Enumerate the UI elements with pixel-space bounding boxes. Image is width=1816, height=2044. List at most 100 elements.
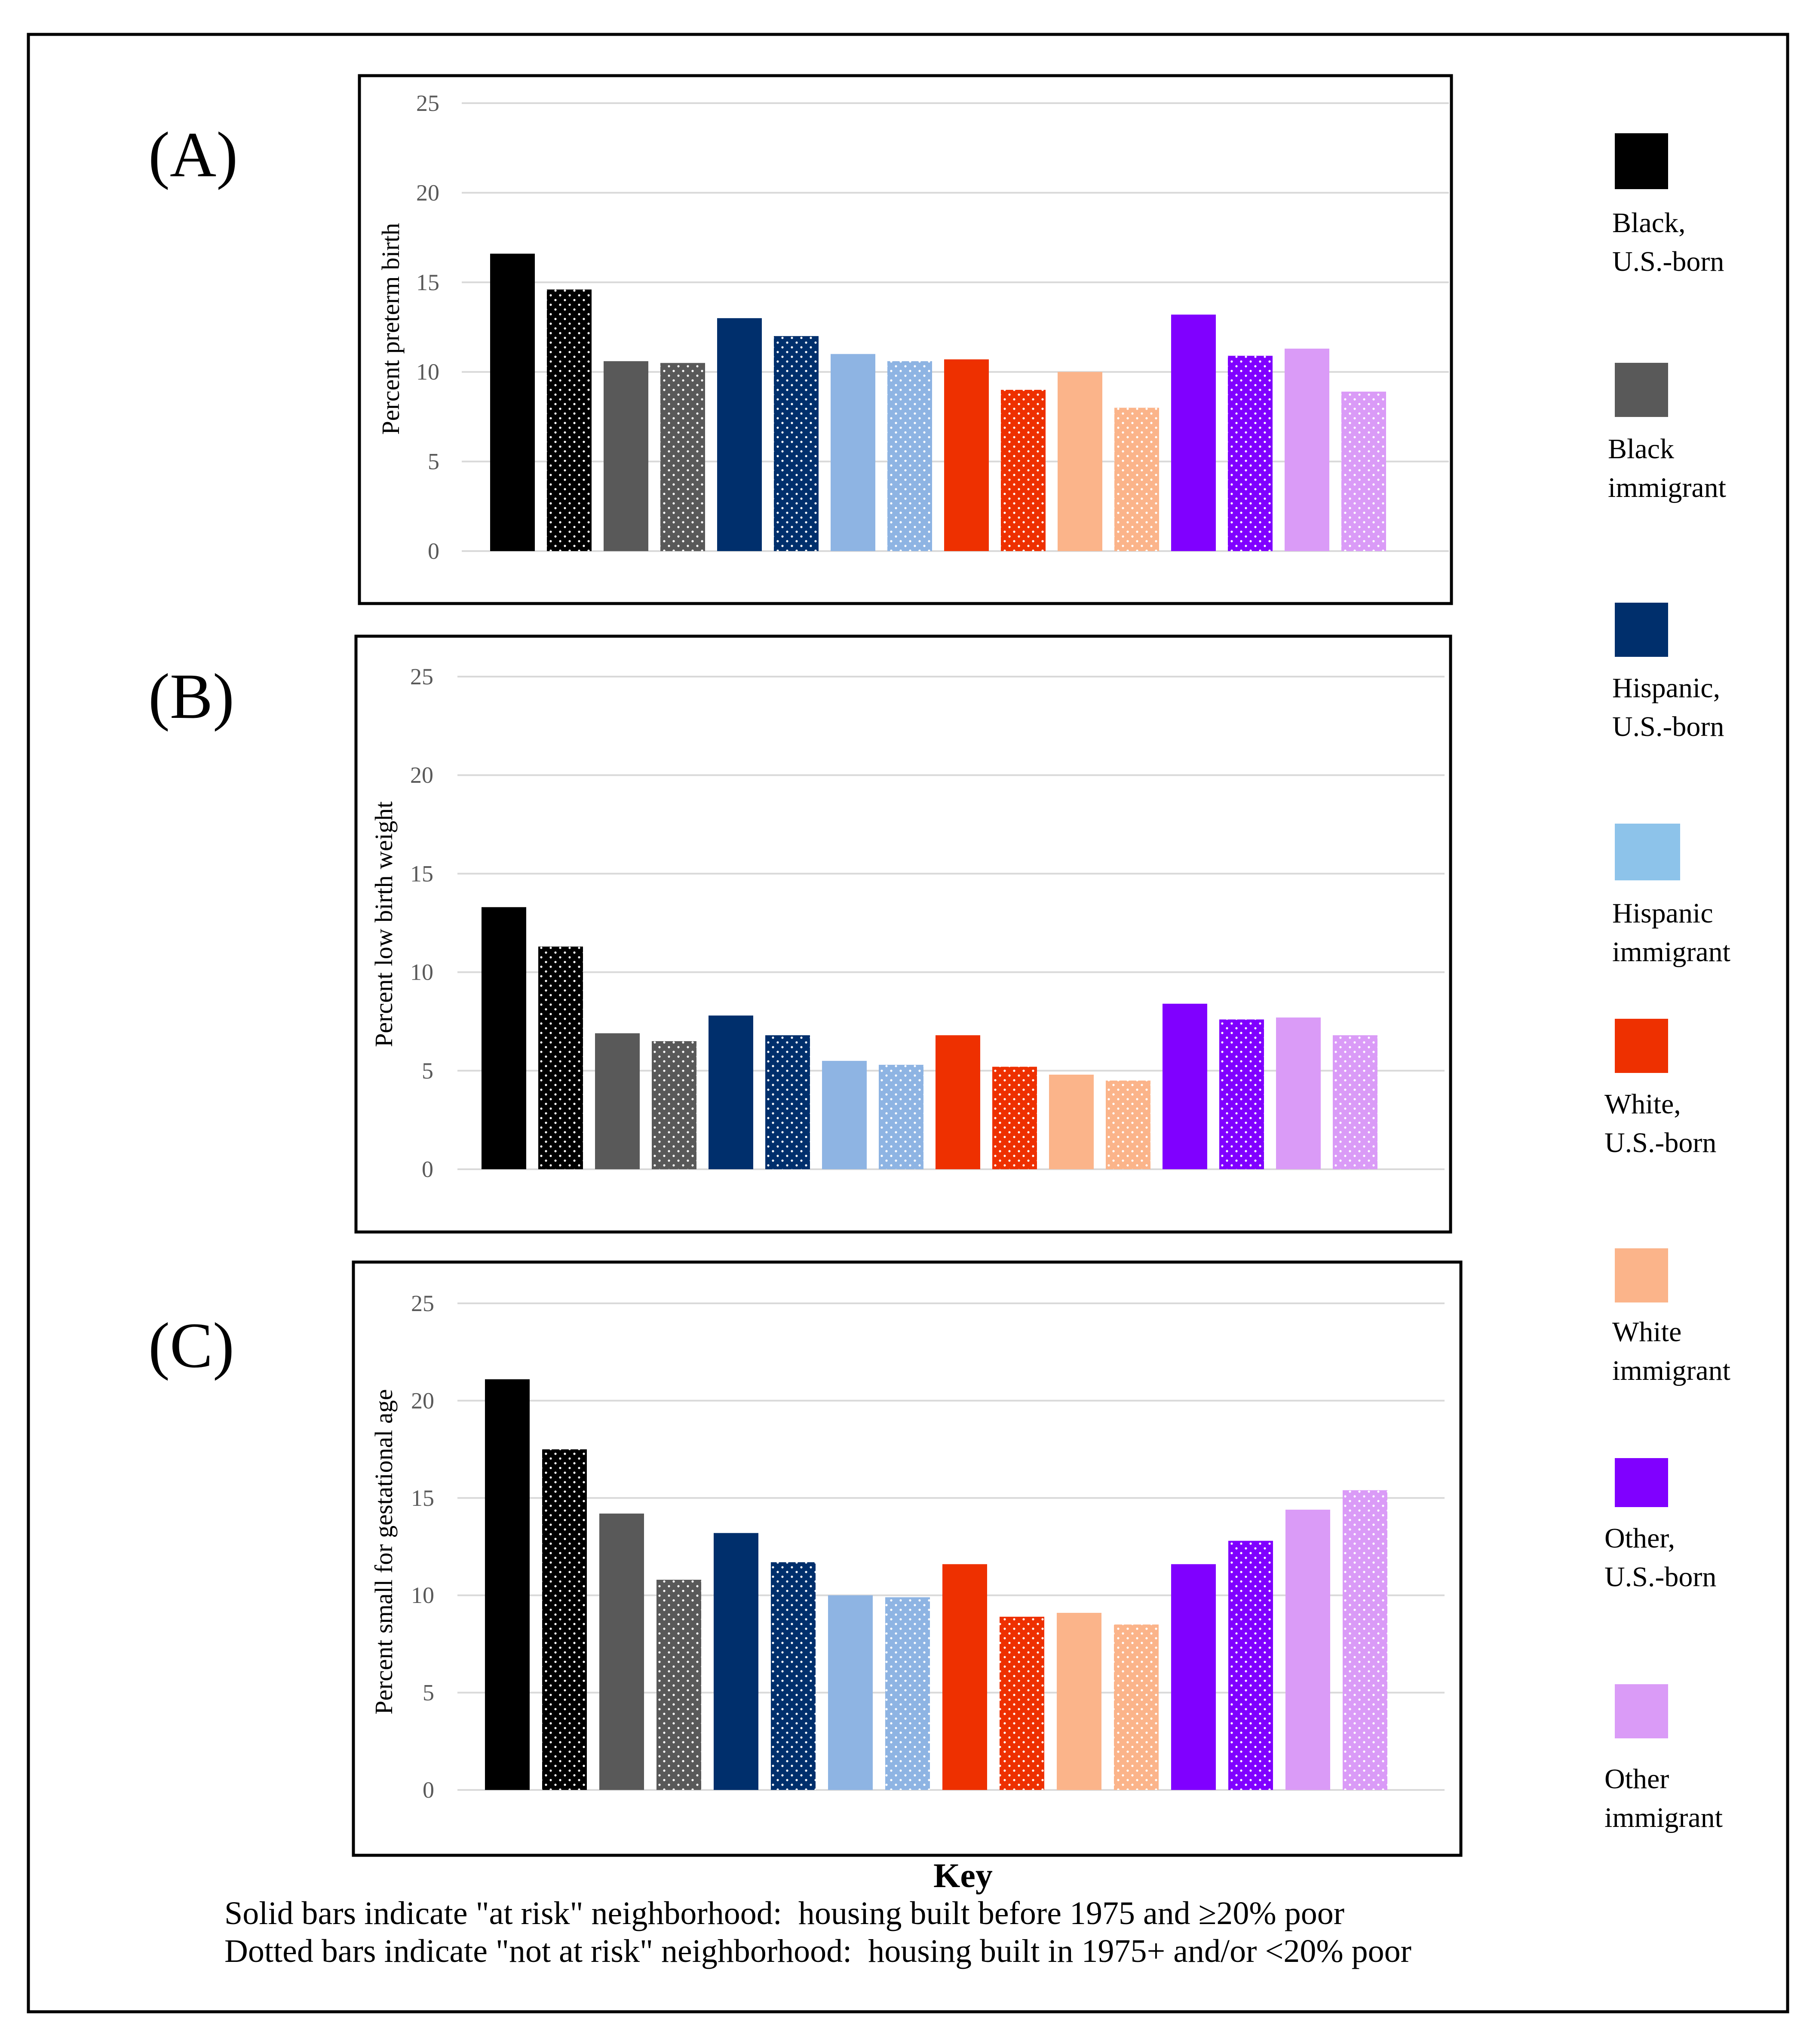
legend-swatch-black-us-born	[1615, 133, 1668, 189]
panel-c-bar	[1228, 1541, 1273, 1790]
panel-c-bar	[656, 1579, 701, 1790]
key-title: Key	[933, 1857, 993, 1895]
panel-a-ytick-label: 5	[428, 449, 439, 475]
panel-b-ytick-label: 20	[410, 762, 433, 788]
key-dotted-description: Dotted bars indicate "not at risk" neigh…	[224, 1933, 1411, 1969]
panel-c-ytick-label: 25	[411, 1290, 434, 1316]
legend-label-white-immigrant-line1: White	[1612, 1316, 1681, 1348]
panel-a-bar	[490, 254, 535, 551]
panel-a-bar	[1001, 389, 1046, 551]
panel-c-bar	[885, 1597, 930, 1790]
legend-label-other-us-born-line1: Other,	[1604, 1523, 1675, 1554]
panel-a-bar	[604, 361, 648, 551]
key-solid-description: Solid bars indicate "at risk" neighborho…	[224, 1895, 1344, 1931]
panel-b-ytick-label: 15	[410, 861, 433, 886]
panel-a-bar	[1341, 392, 1386, 551]
panel-b-ytick-label: 25	[410, 664, 433, 690]
panel-c-bar	[1285, 1509, 1330, 1790]
panel-c-ytick-label: 5	[423, 1680, 434, 1706]
panel-b-ytick-label: 5	[422, 1058, 433, 1084]
panel-b-bar	[1163, 1003, 1207, 1169]
panel-a-ytick-label: 15	[416, 270, 439, 295]
panel-a-ytick-label: 25	[416, 90, 439, 116]
panel-b-bar	[765, 1035, 810, 1169]
panel-a-label: (A)	[148, 119, 238, 190]
legend-swatch-other-immigrant	[1615, 1684, 1668, 1738]
panel-a-bar	[547, 289, 592, 551]
panel-c-bar	[1114, 1624, 1159, 1790]
legend: Black, U.S.-born Black immigrant Hispani…	[1604, 133, 1730, 1833]
panel-b-label: (B)	[148, 661, 234, 732]
panel-b-bar	[1276, 1017, 1321, 1169]
legend-label-hispanic-immigrant-line2: immigrant	[1612, 936, 1730, 968]
panel-c-bar	[714, 1533, 758, 1790]
panel-b-bar	[936, 1035, 980, 1169]
panel-b-bar	[709, 1015, 753, 1169]
legend-label-white-immigrant-line2: immigrant	[1612, 1355, 1730, 1386]
panel-c-ytick-label: 20	[411, 1388, 434, 1413]
legend-swatch-hispanic-us-born	[1615, 603, 1668, 657]
panel-c-bar	[1171, 1564, 1216, 1790]
panel-c-bar	[942, 1564, 987, 1790]
panel-b-ytick-label: 10	[410, 959, 433, 985]
panel-c-bar	[1000, 1617, 1044, 1790]
legend-label-black-us-born-line1: Black,	[1612, 207, 1685, 239]
panel-a-bar	[1058, 372, 1102, 551]
panel-a-ytick-label: 20	[416, 180, 439, 205]
panel-c-bar	[828, 1595, 873, 1790]
panel-a-ylabel: Percent preterm birth	[377, 223, 405, 435]
panel-c-bar	[485, 1379, 530, 1790]
panel-a-bar	[1285, 349, 1329, 551]
panel-b-bar	[1106, 1080, 1150, 1169]
panel-c-bar	[1343, 1490, 1387, 1790]
legend-swatch-black-immigrant	[1615, 363, 1668, 417]
panel-b-bar	[482, 907, 526, 1169]
legend-label-black-us-born-line2: U.S.-born	[1612, 246, 1724, 277]
panel-b-bar	[538, 947, 583, 1169]
panel-b-bar	[1333, 1035, 1377, 1169]
panel-b-bar	[879, 1065, 923, 1169]
panel-a-ytick-label: 10	[416, 359, 439, 385]
panel-a-bar	[660, 363, 705, 551]
panel-a-bar	[774, 336, 819, 551]
legend-label-hispanic-immigrant-line1: Hispanic	[1612, 898, 1713, 929]
legend-label-other-us-born-line2: U.S.-born	[1604, 1561, 1716, 1593]
legend-label-black-immigrant-line1: Black	[1608, 433, 1674, 465]
panel-b-bar	[992, 1066, 1037, 1169]
legend-swatch-white-immigrant	[1615, 1248, 1668, 1302]
panel-b-ylabel: Percent low birth weight	[370, 801, 398, 1047]
panel-c-bar	[599, 1514, 644, 1790]
panel-c-bar	[542, 1449, 587, 1790]
legend-swatch-white-us-born	[1615, 1019, 1668, 1073]
panel-b-plot: 0 5 10 15 20 25	[410, 664, 1445, 1182]
panel-c-ytick-label: 0	[423, 1777, 434, 1803]
panel-a-bar	[1171, 314, 1216, 551]
panel-b-bar	[595, 1033, 640, 1169]
legend-label-hispanic-us-born-line2: U.S.-born	[1612, 711, 1724, 742]
legend-label-white-us-born-line2: U.S.-born	[1604, 1127, 1716, 1158]
panel-a-bar	[717, 318, 762, 551]
panel-b-bar	[1049, 1074, 1094, 1169]
legend-label-white-us-born-line1: White,	[1604, 1088, 1681, 1120]
legend-label-other-immigrant-line2: immigrant	[1604, 1802, 1723, 1833]
panel-c-ytick-label: 10	[411, 1582, 434, 1608]
panel-a-bar	[944, 359, 989, 551]
panel-c-ytick-label: 15	[411, 1485, 434, 1511]
panel-c-label: (C)	[148, 1310, 234, 1381]
panel-c-ylabel: Percent small for gestational age	[370, 1389, 398, 1715]
panel-a-bar	[887, 361, 932, 551]
legend-swatch-other-us-born	[1615, 1458, 1668, 1507]
panel-b-bar	[1219, 1019, 1264, 1169]
legend-label-other-immigrant-line1: Other	[1604, 1763, 1669, 1795]
panel-a-ytick-label: 0	[428, 538, 439, 564]
legend-label-black-immigrant-line2: immigrant	[1608, 472, 1726, 503]
panel-a-bar	[831, 354, 875, 551]
panel-c-bar	[1057, 1612, 1101, 1790]
panel-b-bar	[652, 1041, 696, 1169]
panel-a-bar	[1114, 408, 1159, 551]
legend-label-hispanic-us-born-line1: Hispanic,	[1612, 672, 1720, 704]
panel-b-ytick-label: 0	[422, 1156, 433, 1182]
legend-swatch-hispanic-immigrant	[1615, 824, 1680, 880]
panel-c-plot: 0 5 10 15 20 25	[411, 1290, 1445, 1803]
